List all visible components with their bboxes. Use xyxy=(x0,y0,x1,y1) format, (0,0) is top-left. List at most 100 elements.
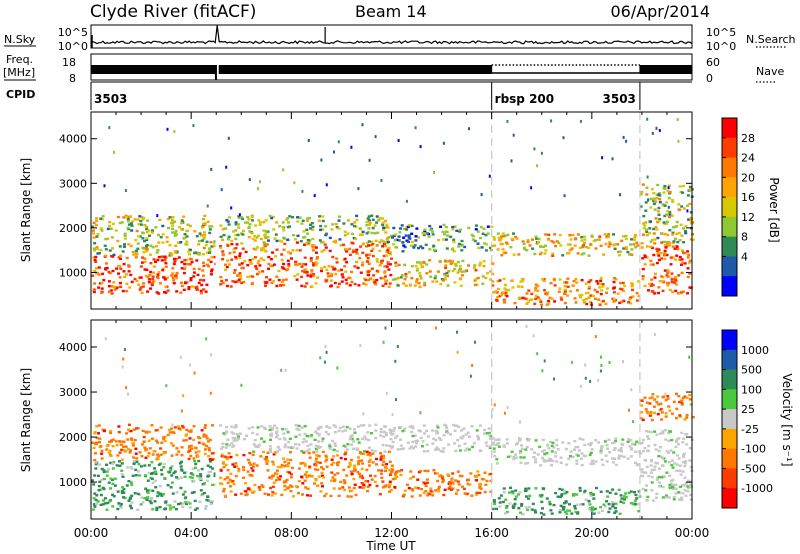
scatter-cell xyxy=(487,427,491,430)
scatter-cell xyxy=(295,485,298,488)
scatter-cell xyxy=(527,505,531,509)
scatter-speck xyxy=(468,127,470,131)
velocity-scatter xyxy=(91,320,695,519)
scatter-cell xyxy=(550,240,554,243)
scatter-cell xyxy=(128,451,132,454)
scatter-cell xyxy=(439,225,443,228)
scatter-cell xyxy=(347,276,351,279)
scatter-cell xyxy=(300,449,304,453)
scatter-cell xyxy=(388,263,392,266)
scatter-cell xyxy=(224,227,227,230)
scatter-speck xyxy=(676,118,679,121)
scatter-cell xyxy=(154,245,158,248)
scatter-cell xyxy=(267,493,270,496)
scatter-cell xyxy=(208,460,212,463)
scatter-cell xyxy=(251,257,255,261)
scatter-cell xyxy=(605,490,609,493)
scatter-cell xyxy=(239,492,243,495)
scatter-cell xyxy=(122,491,126,494)
scatter-speck xyxy=(677,139,680,143)
scatter-cell xyxy=(680,271,684,275)
scatter-cell xyxy=(689,493,693,497)
scatter-cell xyxy=(664,398,668,402)
scatter-cell xyxy=(300,284,304,288)
scatter-speck xyxy=(540,151,543,155)
scatter-cell xyxy=(95,494,99,497)
scatter-cell xyxy=(118,221,122,225)
scatter-cell xyxy=(331,255,335,259)
scatter-cell xyxy=(96,500,100,503)
scatter-cell xyxy=(116,490,120,493)
scatter-cell xyxy=(335,450,339,453)
scatter-cell xyxy=(669,449,673,452)
scatter-cell xyxy=(456,489,460,492)
scatter-cell xyxy=(204,505,208,508)
scatter-cell xyxy=(353,431,357,434)
scatter-cell xyxy=(679,473,683,476)
scatter-cell xyxy=(279,465,283,469)
scatter-cell xyxy=(667,431,671,435)
scatter-cell xyxy=(206,220,210,223)
scatter-cell xyxy=(382,460,386,463)
scatter-cell xyxy=(593,507,597,511)
scatter-cell xyxy=(379,260,383,263)
scatter-cell xyxy=(212,244,216,248)
scatter-cell xyxy=(184,281,187,285)
scatter-cell xyxy=(265,460,268,463)
scatter-cell xyxy=(297,424,301,428)
scatter-cell xyxy=(94,461,98,464)
scatter-cell xyxy=(275,472,279,476)
scatter-cell xyxy=(659,432,663,435)
scatter-cell xyxy=(410,445,414,448)
scatter-speck xyxy=(653,333,656,337)
scatter-cell xyxy=(595,280,599,283)
scatter-cell xyxy=(600,289,604,292)
scatter-cell xyxy=(196,469,200,472)
scatter-cell xyxy=(226,481,230,484)
colorbar-cell xyxy=(722,197,737,218)
scatter-cell xyxy=(100,452,104,455)
scatter-cell xyxy=(251,426,255,429)
scatter-cell xyxy=(686,486,690,490)
scatter-cell xyxy=(117,272,120,275)
scatter-cell xyxy=(257,259,261,262)
scatter-cell xyxy=(460,485,464,488)
scatter-cell xyxy=(270,264,274,267)
scatter-cell xyxy=(269,438,272,441)
scatter-cell xyxy=(660,232,664,235)
scatter-cell xyxy=(543,452,547,456)
scatter-cell xyxy=(527,487,531,490)
scatter-cell xyxy=(667,244,671,247)
scatter-cell xyxy=(644,459,648,462)
scatter-cell xyxy=(622,455,626,458)
scatter-cell xyxy=(451,482,455,485)
scatter-cell xyxy=(126,438,130,441)
scatter-cell xyxy=(534,297,538,300)
scatter-speck xyxy=(480,193,483,197)
scatter-cell xyxy=(611,500,615,504)
scatter-cell xyxy=(686,267,690,270)
scatter-cell xyxy=(114,440,118,443)
scatter-cell xyxy=(501,232,505,235)
scatter-cell xyxy=(619,447,623,450)
scatter-cell xyxy=(465,447,469,450)
scatter-cell xyxy=(164,291,168,294)
scatter-cell xyxy=(234,247,238,250)
scatter-speck xyxy=(414,126,417,130)
scatter-cell xyxy=(656,210,660,213)
scatter-cell xyxy=(471,445,475,449)
scatter-cell xyxy=(338,487,342,490)
scatter-cell xyxy=(605,444,609,447)
colorbar-tick-label: -25 xyxy=(741,423,759,436)
scatter-cell xyxy=(557,241,561,245)
scatter-cell xyxy=(112,281,116,284)
scatter-cell xyxy=(310,475,314,478)
scatter-cell xyxy=(665,253,669,257)
scatter-cell xyxy=(688,185,692,189)
scatter-cell xyxy=(671,200,675,203)
scatter-cell xyxy=(548,500,552,503)
scatter-cell xyxy=(97,286,101,289)
scatter-cell xyxy=(547,233,551,236)
scatter-cell xyxy=(115,464,119,467)
